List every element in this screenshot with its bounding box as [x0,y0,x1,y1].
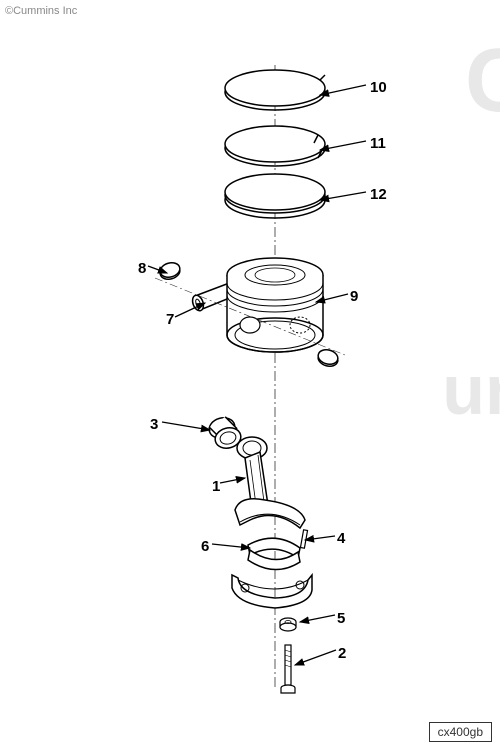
copyright-text: ©Cummins Inc [5,5,77,17]
part-bolt [281,645,295,693]
callout-4: 4 [337,530,345,547]
callout-3: 3 [150,416,158,433]
callout-1: 1 [212,478,220,495]
callout-7: 7 [166,311,174,328]
part-oil-ring [225,174,325,218]
callout-9: 9 [350,288,358,305]
callout-11: 11 [370,135,386,152]
part-rod-cap [232,575,312,608]
part-connecting-rod [235,437,305,528]
part-top-ring [225,70,325,110]
diagram-code-label: cx400gb [429,722,492,742]
part-second-ring [225,126,325,166]
callout-8: 8 [138,260,146,277]
exploded-diagram [0,0,500,750]
part-piston [227,258,323,352]
part-dowel [300,530,307,548]
part-nut [280,618,296,631]
part-bearing [248,538,300,569]
part-retaining-ring-right [317,348,340,369]
callout-6: 6 [201,538,209,555]
callout-5: 5 [337,610,345,627]
callout-2: 2 [338,645,346,662]
callout-10: 10 [370,79,387,96]
callout-12: 12 [370,186,387,203]
